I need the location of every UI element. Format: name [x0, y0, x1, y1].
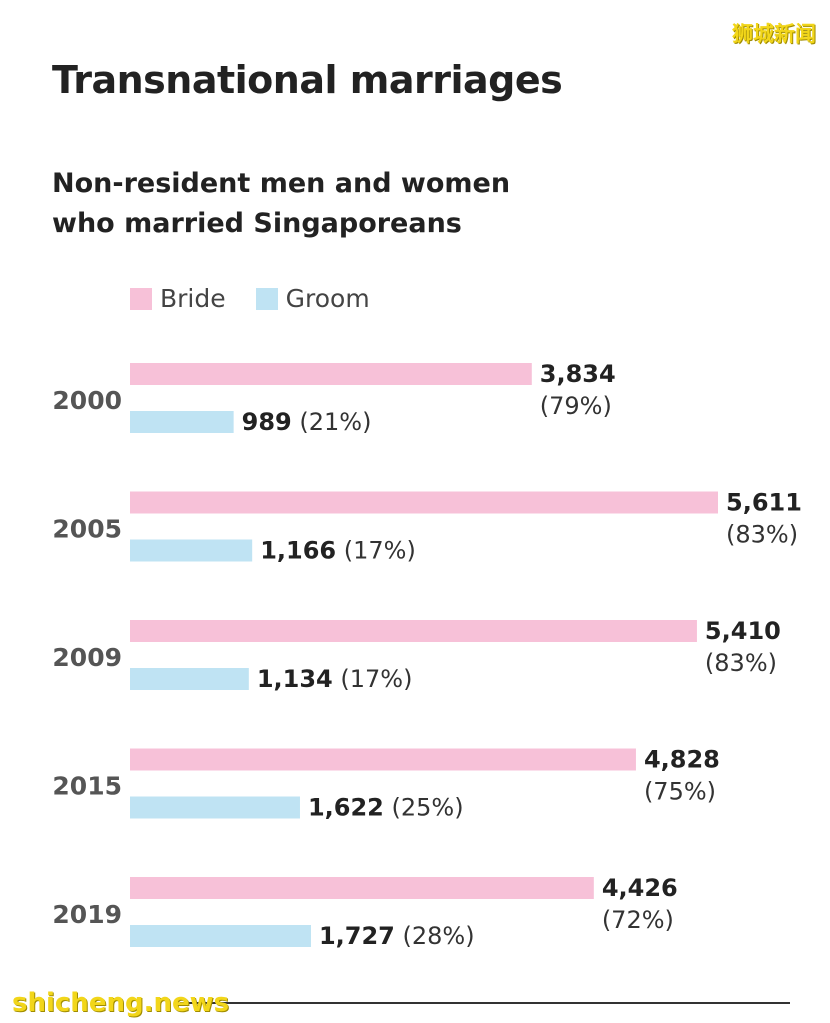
bar-bride-2009 — [130, 620, 697, 642]
bar-groom-2019 — [130, 925, 311, 947]
bar-groom-2015 — [130, 796, 300, 819]
percent-groom-2019: (28%) — [395, 922, 475, 950]
value-label-bride-2009: 5,410 — [705, 617, 781, 645]
value-groom-2005: 1,166 — [260, 537, 336, 565]
percent-groom-2015: (25%) — [384, 794, 464, 822]
value-label-bride-2000: 3,834 — [540, 360, 616, 388]
year-label-2009: 2009 — [52, 643, 122, 672]
year-label-2019: 2019 — [52, 900, 122, 929]
bar-groom-2005 — [130, 539, 253, 562]
bar-bride-2015 — [130, 748, 636, 771]
bar-bride-2005 — [130, 491, 718, 514]
year-label-2005: 2005 — [52, 515, 122, 544]
legend-swatch-bride — [130, 287, 152, 310]
percent-label-bride-2009: (83%) — [705, 649, 777, 677]
value-label-bride-2015: 4,828 — [644, 746, 720, 774]
percent-groom-2000: (21%) — [292, 408, 372, 436]
percent-label-bride-2005: (83%) — [726, 521, 798, 549]
chart-title: Transnational marriages — [52, 58, 563, 102]
percent-label-bride-2015: (75%) — [644, 778, 716, 806]
value-groom-2000: 989 — [242, 408, 292, 436]
legend-label-bride: Bride — [160, 284, 226, 313]
chart-subtitle: Non-resident men and women who married S… — [52, 168, 511, 239]
bar-bride-2000 — [130, 363, 532, 385]
value-label-groom-2019: 1,727 (28%) — [319, 922, 475, 950]
value-groom-2019: 1,727 — [319, 922, 395, 950]
watermark-top: 狮城新闻 — [732, 22, 816, 46]
baseline-rule — [180, 1002, 790, 1004]
legend: Bride Groom — [130, 284, 370, 313]
year-label-2015: 2015 — [52, 772, 122, 801]
percent-label-bride-2000: (79%) — [540, 392, 612, 420]
percent-groom-2005: (17%) — [336, 537, 416, 565]
value-groom-2009: 1,134 — [257, 665, 333, 693]
legend-item-groom: Groom — [255, 284, 370, 313]
bar-groom-2000 — [130, 411, 234, 433]
value-label-groom-2015: 1,622 (25%) — [308, 794, 464, 822]
percent-label-bride-2019: (72%) — [602, 906, 674, 934]
value-label-groom-2005: 1,166 (17%) — [260, 537, 416, 565]
value-label-groom-2009: 1,134 (17%) — [257, 665, 413, 693]
legend-swatch-groom — [255, 287, 278, 310]
legend-label-groom: Groom — [285, 284, 370, 313]
value-label-bride-2005: 5,611 — [726, 489, 802, 517]
bar-bride-2019 — [130, 877, 594, 899]
value-groom-2015: 1,622 — [308, 794, 384, 822]
percent-groom-2009: (17%) — [333, 665, 413, 693]
watermark-bottom: shicheng.news — [12, 988, 230, 1018]
value-label-bride-2019: 4,426 — [602, 874, 678, 902]
year-label-2000: 2000 — [52, 386, 122, 415]
value-label-groom-2000: 989 (21%) — [242, 408, 372, 436]
bar-groom-2009 — [130, 668, 249, 690]
legend-item-bride: Bride — [130, 284, 226, 313]
